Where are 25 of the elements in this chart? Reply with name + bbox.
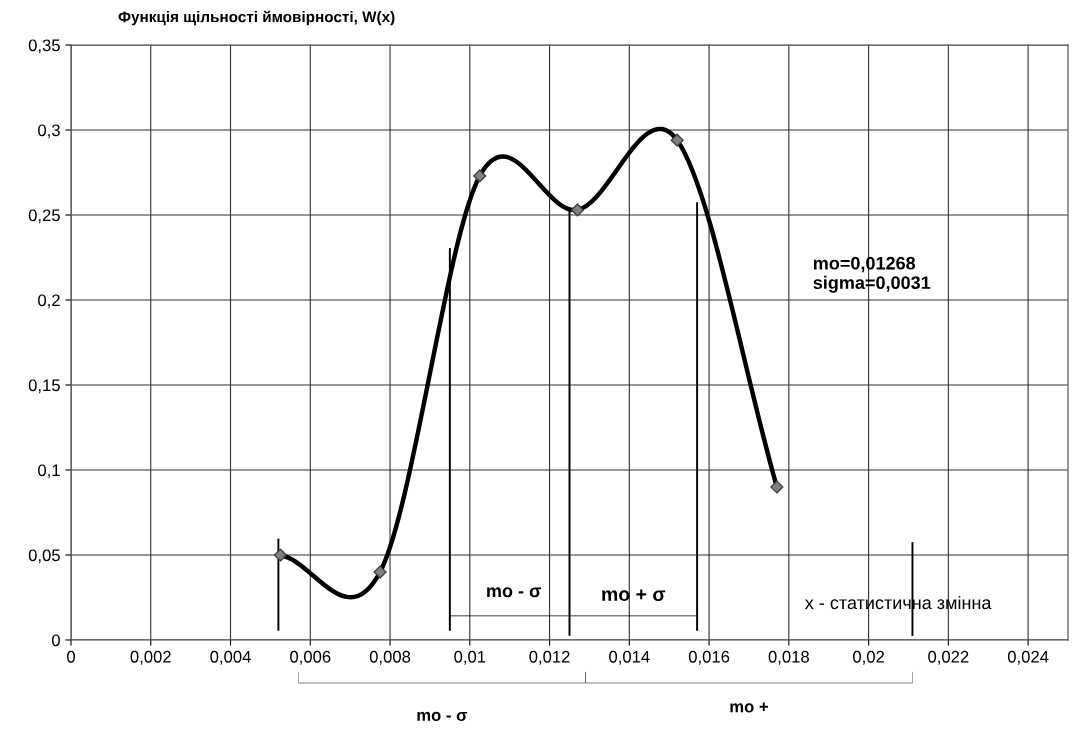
y-tick-label: 0,3 (38, 124, 60, 139)
x-tick-label: 0,024 (1007, 650, 1049, 665)
x-tick-label: 0,006 (290, 650, 331, 665)
y-tick-label: 0,1 (38, 464, 60, 479)
x-tick-label: 0,022 (928, 650, 969, 665)
y-tick-label: 0,35 (28, 39, 60, 54)
x-tick-label: 0,018 (768, 650, 809, 665)
x-tick-label: 0,012 (529, 650, 570, 665)
y-tick-label: 0,05 (28, 549, 60, 564)
y-tick-label: 0,25 (28, 209, 60, 224)
x-tick-label: 0,004 (210, 650, 251, 665)
chart-title: Функція щільності ймовірності, W(x) (118, 10, 395, 26)
text: mo + (730, 702, 768, 713)
x-tick-label: 0,008 (369, 650, 411, 665)
x-tick-label: 0,016 (688, 650, 730, 665)
text: mo - σ (417, 711, 468, 721)
x-tick-label: 0 (67, 650, 75, 663)
x-tick-label: 0,002 (130, 650, 171, 665)
x-tick-label: 0,02 (853, 650, 884, 665)
x-tick-label: 0,014 (609, 650, 650, 665)
annotation: mo - σ (487, 587, 542, 598)
y-tick-label: 0,2 (38, 294, 60, 309)
y-tick-label: 0 (51, 634, 60, 647)
x-tick-label: 0,01 (454, 650, 486, 665)
y-tick-label: 0,15 (28, 379, 60, 394)
